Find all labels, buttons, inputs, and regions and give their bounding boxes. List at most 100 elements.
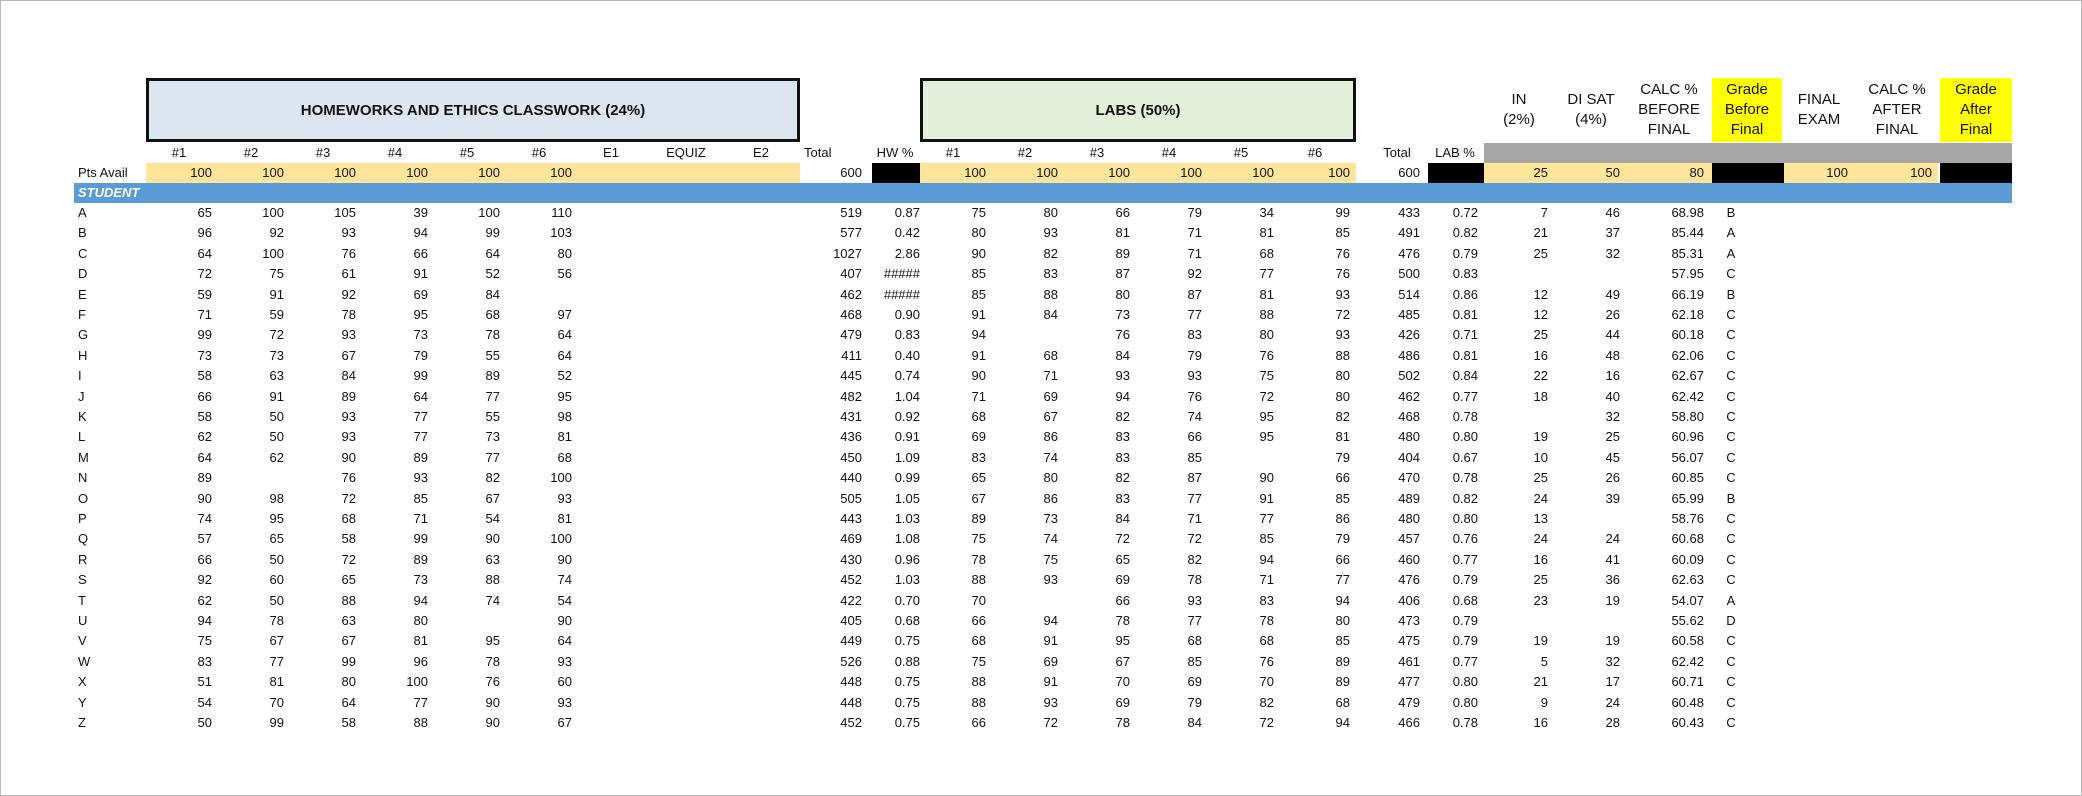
lab-score-cell[interactable]: 34 — [1259, 205, 1274, 220]
grade-before-final-cell[interactable]: C — [1726, 368, 1736, 384]
hw-score-cell[interactable]: 96 — [413, 653, 428, 669]
student-name-cell[interactable]: X — [78, 674, 87, 690]
grade-before-final-cell[interactable]: D — [1726, 613, 1736, 628]
hw-score-cell[interactable]: 88 — [341, 592, 356, 608]
lab-score-cell[interactable]: 94 — [1335, 592, 1350, 608]
hw-score-cell[interactable]: 71 — [197, 307, 212, 322]
hw-score-cell[interactable]: 67 — [485, 490, 500, 506]
lab-score-cell[interactable]: 89 — [1115, 245, 1130, 261]
lab-score-cell[interactable]: 74 — [1043, 449, 1058, 465]
pts-avail-hw-cell[interactable]: 100 — [190, 165, 212, 180]
calc-before-final-cell[interactable]: 60.96 — [1671, 429, 1704, 445]
hw-pct-cell[interactable]: ##### — [883, 286, 920, 302]
hw-total-cell[interactable]: 519 — [840, 205, 862, 220]
hw-score-cell[interactable]: 105 — [334, 205, 356, 220]
lab-score-cell[interactable]: 74 — [1043, 531, 1058, 547]
lab-score-cell[interactable]: 84 — [1187, 715, 1202, 730]
hw-total-cell[interactable]: 440 — [840, 470, 862, 486]
in-score-cell[interactable]: 24 — [1533, 490, 1548, 506]
lab-score-cell[interactable]: 66 — [971, 613, 986, 628]
lab-score-cell[interactable]: 71 — [971, 388, 986, 404]
hw-pct-cell[interactable]: 0.88 — [894, 653, 920, 669]
lab-score-cell[interactable]: 66 — [1187, 429, 1202, 445]
lab-score-cell[interactable]: 92 — [1187, 266, 1202, 282]
lab-pct-cell[interactable]: 0.80 — [1452, 429, 1478, 445]
hw-total-cell[interactable]: 479 — [840, 327, 862, 343]
hw-score-cell[interactable]: 74 — [485, 592, 500, 608]
hw-score-cell[interactable]: 67 — [341, 347, 356, 363]
lab-pct-cell[interactable]: 0.67 — [1452, 449, 1478, 465]
hw-score-cell[interactable]: 54 — [197, 694, 212, 710]
lab-score-cell[interactable]: 78 — [1115, 715, 1130, 730]
hw-score-cell[interactable]: 68 — [341, 511, 356, 526]
hw-total-cell[interactable]: 468 — [840, 307, 862, 322]
hw-score-cell[interactable]: 63 — [485, 551, 500, 567]
grade-before-final-cell[interactable]: C — [1726, 653, 1736, 669]
hw-total-cell[interactable]: 431 — [840, 409, 862, 424]
lab-score-cell[interactable]: 90 — [1259, 470, 1274, 486]
in-score-cell[interactable]: 25 — [1533, 470, 1548, 486]
hw-score-cell[interactable]: 96 — [197, 225, 212, 241]
lab-score-cell[interactable]: 85 — [1335, 490, 1350, 506]
hw-score-cell[interactable]: 50 — [269, 429, 284, 445]
hw-score-cell[interactable]: 93 — [557, 490, 572, 506]
calc-before-final-cell[interactable]: 62.18 — [1671, 307, 1704, 322]
hw-score-cell[interactable]: 51 — [197, 674, 212, 690]
hw-score-cell[interactable]: 78 — [485, 653, 500, 669]
disat-score-cell[interactable]: 24 — [1605, 531, 1620, 547]
lab-total-cell[interactable]: 491 — [1398, 225, 1420, 241]
lab-score-cell[interactable]: 88 — [1335, 347, 1350, 363]
grade-before-final-cell[interactable]: C — [1726, 307, 1736, 322]
hw-total-column-header[interactable]: Total — [804, 145, 832, 160]
student-name-cell[interactable]: U — [78, 613, 88, 628]
lab-score-cell[interactable]: 68 — [1187, 633, 1202, 649]
calc-before-final-cell[interactable]: 60.68 — [1671, 531, 1704, 547]
hw-pct-cell[interactable]: 1.08 — [894, 531, 920, 547]
hw-column-header[interactable]: E2 — [753, 145, 769, 160]
hw-score-cell[interactable]: 77 — [485, 388, 500, 404]
grade-before-final-cell[interactable]: C — [1726, 347, 1736, 363]
lab-score-cell[interactable]: 85 — [1259, 531, 1274, 547]
in-header[interactable]: IN (2%) — [1484, 78, 1554, 142]
lab-score-cell[interactable]: 65 — [971, 470, 986, 486]
lab-column-header[interactable]: #1 — [945, 145, 961, 160]
disat-score-cell[interactable]: 37 — [1605, 225, 1620, 241]
lab-score-cell[interactable]: 79 — [1335, 449, 1350, 465]
hw-score-cell[interactable]: 99 — [413, 531, 428, 547]
hw-score-cell[interactable]: 63 — [341, 613, 356, 628]
hw-score-cell[interactable]: 110 — [551, 205, 572, 220]
hw-score-cell[interactable]: 73 — [485, 429, 500, 445]
lab-pct-cell[interactable]: 0.80 — [1452, 694, 1478, 710]
pts-avail-lab-cell[interactable]: 100 — [1036, 165, 1058, 180]
hw-score-cell[interactable]: 77 — [269, 653, 284, 669]
hw-score-cell[interactable]: 91 — [269, 388, 284, 404]
hw-score-cell[interactable]: 90 — [197, 490, 212, 506]
lab-score-cell[interactable]: 80 — [1335, 388, 1350, 404]
hw-score-cell[interactable]: 100 — [406, 674, 428, 690]
disat-score-cell[interactable]: 46 — [1605, 205, 1620, 220]
hw-score-cell[interactable]: 78 — [485, 327, 500, 343]
lab-score-cell[interactable]: 90 — [971, 368, 986, 384]
lab-score-cell[interactable]: 78 — [1115, 613, 1130, 628]
hw-score-cell[interactable]: 100 — [262, 245, 284, 261]
lab-score-cell[interactable]: 67 — [1043, 409, 1058, 424]
hw-score-cell[interactable]: 64 — [341, 694, 356, 710]
lab-total-cell[interactable]: 476 — [1398, 245, 1420, 261]
lab-score-cell[interactable]: 71 — [1259, 572, 1274, 588]
lab-total-cell[interactable]: 426 — [1398, 327, 1420, 343]
hw-total-cell[interactable]: 405 — [840, 613, 862, 628]
hw-score-cell[interactable]: 100 — [262, 205, 284, 220]
lab-score-cell[interactable]: 84 — [1043, 307, 1058, 322]
hw-score-cell[interactable]: 73 — [197, 347, 212, 363]
hw-score-cell[interactable]: 61 — [341, 266, 356, 282]
lab-score-cell[interactable]: 72 — [1043, 715, 1058, 730]
hw-pct-cell[interactable]: 1.03 — [894, 511, 920, 526]
lab-column-header[interactable]: #3 — [1089, 145, 1105, 160]
hw-score-cell[interactable]: 59 — [269, 307, 284, 322]
grade-before-final-cell[interactable]: B — [1726, 286, 1736, 302]
lab-score-cell[interactable]: 66 — [1335, 470, 1350, 486]
lab-score-cell[interactable]: 86 — [1335, 511, 1350, 526]
lab-score-cell[interactable]: 69 — [1187, 674, 1202, 690]
lab-score-cell[interactable]: 93 — [1115, 368, 1130, 384]
hw-score-cell[interactable]: 50 — [269, 592, 284, 608]
